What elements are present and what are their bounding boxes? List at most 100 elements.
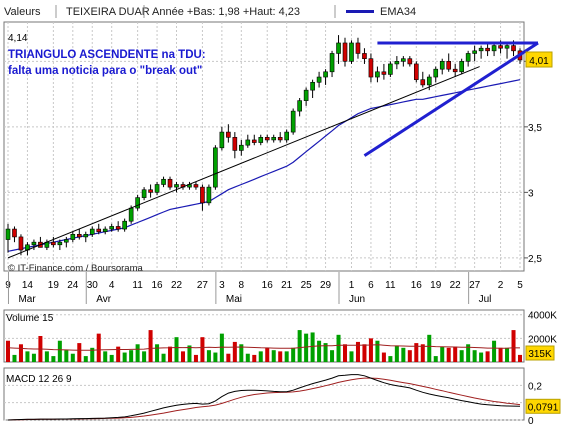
- price-tag: 4,01: [525, 51, 553, 68]
- macd-grid: [4, 384, 524, 421]
- candle: [232, 132, 238, 159]
- candle: [277, 132, 283, 143]
- candle: [381, 63, 387, 80]
- candle: [362, 48, 367, 64]
- candle: [122, 218, 127, 232]
- volume-bar: [44, 351, 49, 362]
- candle-body: [336, 42, 341, 54]
- date-tick-label: 4: [109, 280, 115, 291]
- candle: [64, 236, 69, 248]
- month-label: Mar: [18, 294, 36, 305]
- volume-bar: [427, 334, 432, 362]
- volume-bar: [187, 345, 192, 362]
- date-tick-label: 5: [517, 280, 523, 291]
- candle-body: [459, 61, 464, 73]
- candle: [245, 134, 251, 148]
- candle: [70, 231, 76, 243]
- candle: [342, 37, 348, 67]
- volume-bar: [466, 344, 471, 362]
- candle-body: [31, 241, 37, 246]
- candle: [303, 87, 309, 106]
- candle: [239, 139, 244, 156]
- macd-tag-box: [525, 398, 561, 414]
- candle-body: [161, 178, 166, 185]
- volume-bar: [297, 330, 302, 362]
- volume-bar: [31, 353, 36, 362]
- volume-bar: [414, 343, 419, 362]
- volume-bar: [258, 351, 263, 362]
- candle-body: [135, 197, 140, 209]
- volume-bar: [18, 344, 23, 362]
- candle-body: [57, 241, 63, 246]
- candle-body: [478, 47, 484, 52]
- candle: [57, 239, 63, 251]
- date-tick-label: 25: [301, 280, 313, 291]
- volume-bar: [129, 350, 134, 362]
- candle: [167, 176, 173, 190]
- candle-body: [401, 58, 406, 62]
- volume-bar: [135, 344, 140, 362]
- volume-bar: [5, 340, 11, 362]
- candle-body: [433, 68, 439, 78]
- candle: [452, 63, 458, 78]
- volume-bar: [64, 350, 69, 362]
- date-tick-label: 16: [152, 280, 164, 291]
- volume-bar: [219, 333, 224, 362]
- date-tick-label: 27: [197, 280, 209, 291]
- candle: [316, 71, 322, 88]
- month-label: Mai: [226, 294, 242, 305]
- candle: [213, 145, 218, 190]
- candle-body: [102, 228, 108, 232]
- volume-bar: [407, 350, 412, 362]
- candle-body: [76, 234, 82, 238]
- volume-bar: [368, 338, 373, 362]
- candle: [174, 181, 179, 193]
- volume-tick-label: 2000K: [528, 334, 557, 345]
- candle-body: [491, 45, 497, 52]
- volume-bar: [323, 343, 328, 362]
- candle: [407, 56, 413, 67]
- volume-bar: [200, 337, 205, 362]
- candle: [485, 42, 490, 57]
- candle-body: [472, 50, 477, 54]
- candle-body: [5, 228, 11, 240]
- volume-bar: [116, 346, 121, 362]
- volume-bar: [291, 347, 296, 362]
- candle: [193, 181, 199, 190]
- candle: [478, 45, 484, 59]
- candle-body: [148, 189, 153, 193]
- candle-body: [426, 76, 432, 86]
- candle-body: [219, 131, 225, 149]
- date-tick-label: 6: [368, 280, 374, 291]
- macd-panel: MACD 12 26 9 0,20,10 0,0791: [3, 367, 561, 427]
- volume-bar: [317, 340, 322, 362]
- volume-bar: [492, 340, 497, 362]
- candle-body: [381, 71, 387, 75]
- candle: [258, 134, 264, 146]
- candle-body: [83, 234, 89, 238]
- candle: [161, 176, 166, 188]
- candle-body: [511, 45, 516, 52]
- price-panel: 2,533,54 4,14 TRIANGULO ASCENDENTE na TD…: [3, 21, 553, 274]
- volume-bar: [485, 351, 490, 362]
- volume-bar: [479, 352, 484, 362]
- candle: [290, 108, 296, 135]
- macd-tick-label: 0,2: [528, 381, 542, 392]
- candle: [251, 134, 257, 146]
- candle-body: [452, 68, 458, 73]
- volume-bar: [284, 351, 289, 362]
- date-tick-label: 11: [385, 280, 396, 291]
- candle-body: [439, 61, 445, 70]
- candle: [349, 40, 354, 64]
- candle-body: [251, 139, 257, 143]
- candle: [109, 223, 115, 232]
- macd-last-value: 0,0791: [528, 402, 559, 413]
- candle: [310, 79, 315, 99]
- candle: [439, 58, 445, 75]
- candle: [154, 181, 160, 195]
- candle-body: [316, 76, 322, 83]
- candle: [420, 71, 426, 88]
- date-tick-label: 14: [22, 280, 34, 291]
